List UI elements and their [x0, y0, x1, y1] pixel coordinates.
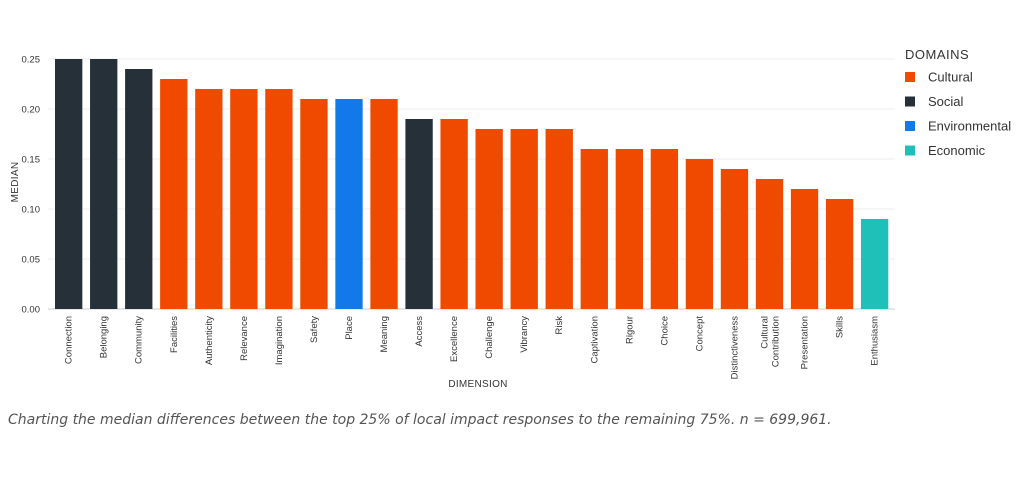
- bar-safety: [300, 99, 328, 309]
- bar-rigour: [615, 149, 643, 309]
- bar-authenticity: [195, 89, 223, 309]
- x-tick-label: Facilities: [169, 316, 180, 353]
- x-tick-label: Meaning: [379, 316, 390, 352]
- bar-community: [125, 69, 153, 309]
- x-tick-label: Place: [344, 316, 355, 340]
- y-tick-label: 0.10: [22, 205, 41, 216]
- x-tick-label: Distinctiveness: [729, 316, 740, 380]
- bar-cultural-contribution: [755, 179, 784, 309]
- y-axis-title: MEDIAN: [10, 162, 21, 203]
- x-tick-label: Enthusiasm: [870, 316, 881, 366]
- x-tick-label: Skills: [835, 316, 846, 338]
- x-tick-label: Risk: [554, 316, 565, 335]
- x-tick-label: Safety: [309, 316, 320, 343]
- x-tick-label: Challenge: [484, 316, 495, 359]
- bar-vibrancy: [510, 129, 538, 309]
- x-tick-label: Concept: [694, 316, 705, 352]
- x-tick-label: Relevance: [239, 316, 250, 361]
- x-tick-label: Vibrancy: [519, 316, 530, 353]
- x-tick-label: Presentation: [800, 316, 811, 369]
- x-tick-label: Connection: [64, 316, 75, 364]
- x-axis-title: DIMENSION: [448, 379, 507, 390]
- legend-label-social: Social: [928, 94, 964, 109]
- bar-place: [335, 99, 363, 309]
- x-tick-label: Captivation: [589, 316, 600, 364]
- legend-swatch-economic: [905, 145, 915, 156]
- bar-imagination: [265, 89, 293, 309]
- bar-connection: [55, 59, 83, 309]
- bar-choice: [650, 149, 679, 309]
- y-tick-label: 0.25: [22, 55, 41, 66]
- bar-challenge: [475, 129, 503, 309]
- x-tick-label: Authenticity: [204, 316, 215, 365]
- legend-swatch-social: [905, 96, 915, 107]
- legend-label-cultural: Cultural: [928, 70, 973, 85]
- x-tick-label: Community: [134, 316, 145, 364]
- x-tick-label: CulturalContribution: [759, 316, 781, 367]
- gridlines: [48, 58, 895, 310]
- bar-relevance: [230, 89, 258, 309]
- legend-swatch-cultural: [905, 72, 915, 82]
- bar-distinctiveness: [720, 169, 749, 309]
- bar-risk: [545, 129, 573, 309]
- y-tick-label: 0.00: [22, 305, 41, 316]
- bar-meaning: [370, 99, 398, 309]
- bars: [55, 59, 889, 309]
- bar-excellence: [440, 119, 468, 309]
- bar-facilities: [160, 79, 188, 309]
- x-tick-label: Imagination: [274, 316, 285, 365]
- bar-access: [405, 119, 433, 309]
- bar-skills: [825, 199, 854, 309]
- x-axis-ticks: Connection Belonging Community Facilities Au…: [64, 316, 881, 380]
- bar-captivation: [580, 149, 608, 309]
- x-tick-label: Access: [414, 316, 425, 347]
- bar-enthusiasm: [860, 219, 889, 309]
- x-tick-label: Excellence: [449, 316, 460, 362]
- y-tick-label: 0.20: [22, 105, 41, 116]
- legend-label-environmental: Environmental: [928, 119, 1011, 134]
- bar-belonging: [90, 59, 118, 309]
- legend: DOMAINS Cultural Social Environmental Econo…: [905, 47, 1011, 158]
- chart-caption: Charting the median differences between …: [8, 412, 832, 428]
- x-tick-label: Rigour: [624, 316, 635, 344]
- legend-swatch-environmental: [905, 121, 915, 131]
- bar-concept: [685, 159, 714, 309]
- bar-presentation: [790, 189, 819, 309]
- legend-title: DOMAINS: [905, 47, 969, 62]
- y-axis-ticks: 0.00 0.05 0.10 0.15 0.20 0.25: [22, 55, 41, 316]
- y-tick-label: 0.05: [22, 255, 41, 266]
- y-tick-label: 0.15: [22, 155, 41, 166]
- legend-label-economic: Economic: [928, 143, 986, 158]
- bar-chart: 0.00 0.05 0.10 0.15 0.20 0.25 Connection Belon…: [10, 47, 1011, 390]
- x-tick-label: Choice: [659, 316, 670, 346]
- x-tick-label: Belonging: [99, 316, 110, 358]
